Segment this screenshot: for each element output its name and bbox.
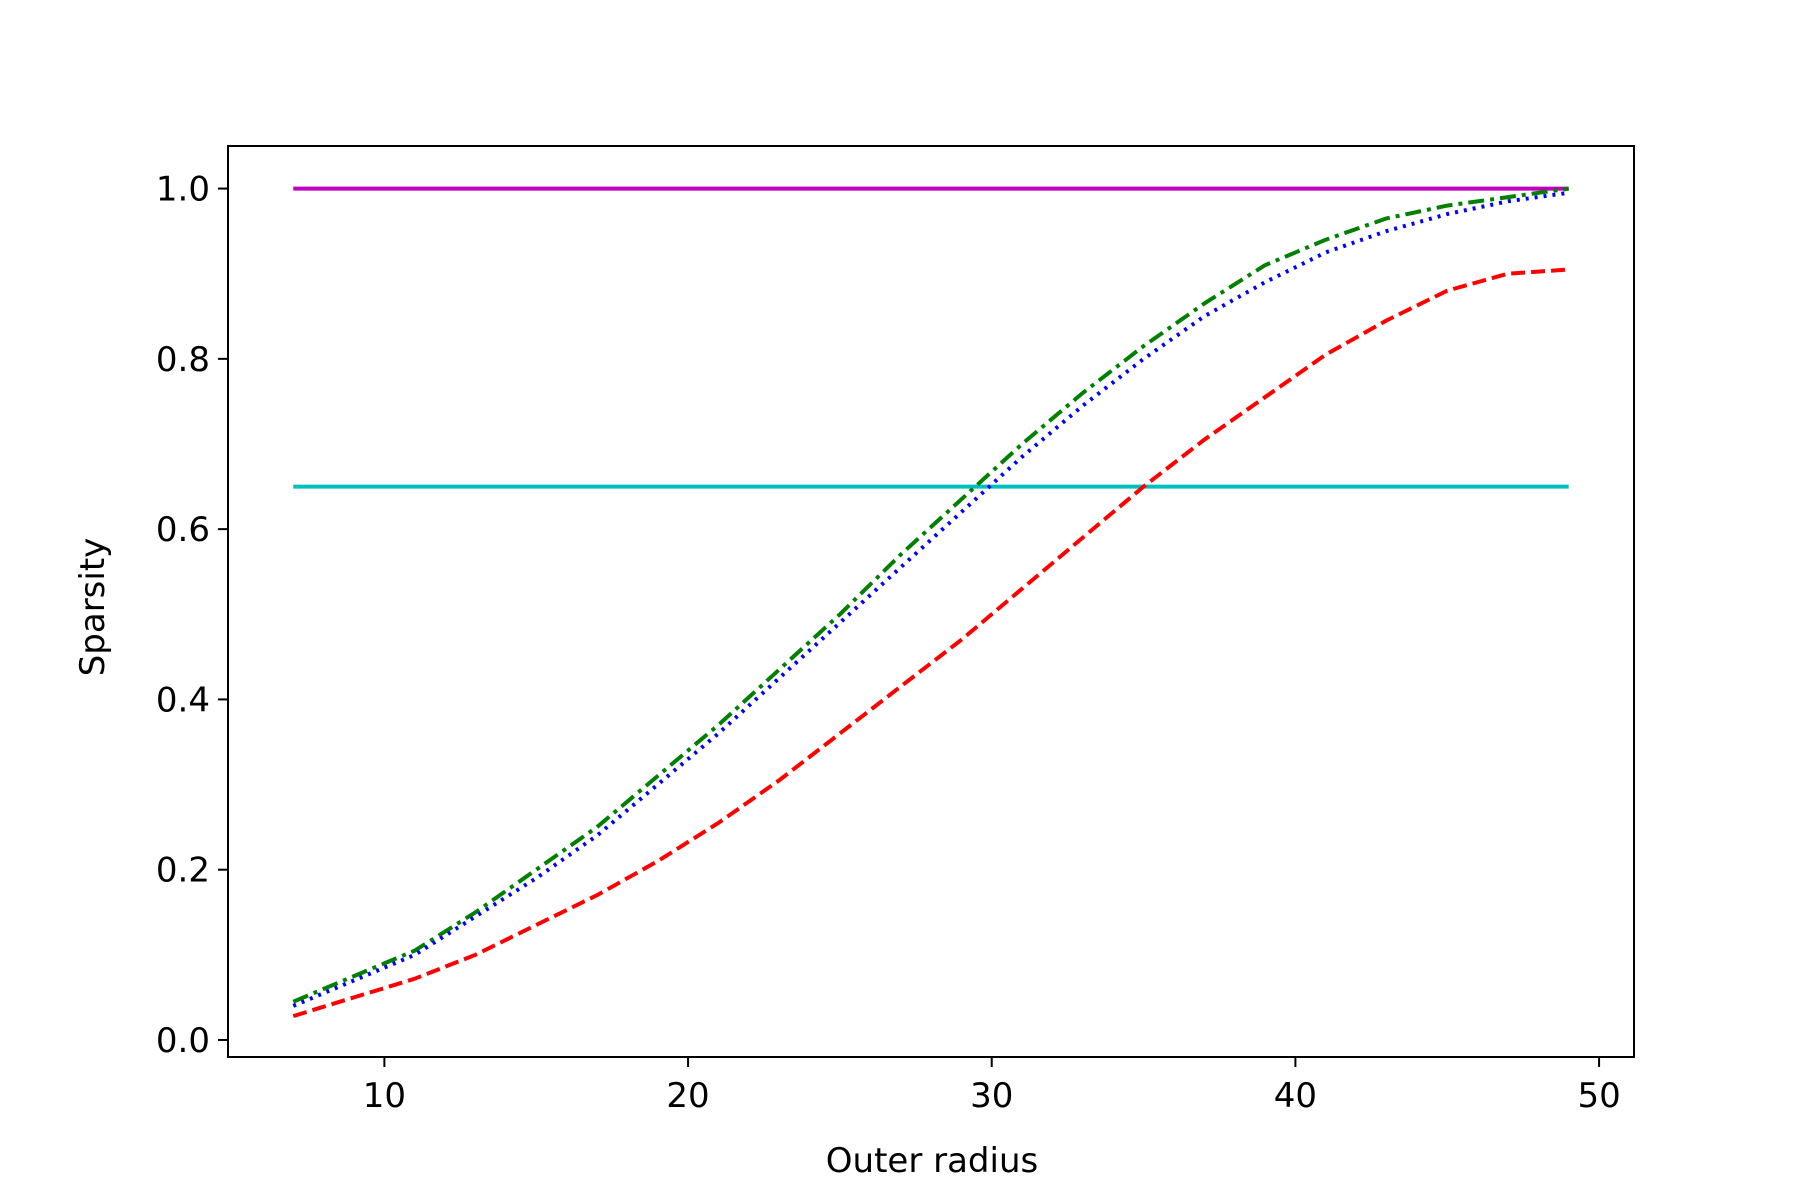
axes: 10 20 30 40 50 0.0 0.2 0.4 0.6 0.8 1.0 [156,145,1635,1116]
x-tick-label-10: 10 [363,1076,406,1116]
x-axis-label: Outer radius [826,1141,1038,1181]
y-tick-label-0.0: 0.0 [156,1021,210,1061]
y-tick-label-0.4: 0.4 [156,680,210,720]
series-line-3-dashdot [292,186,1569,1004]
plot-area [292,186,1569,1019]
y-tick-label-0.8: 0.8 [156,340,210,380]
x-tick-label-30: 30 [970,1076,1013,1116]
y-tick-label-0.2: 0.2 [156,851,210,891]
plot-frame [227,145,1635,1058]
x-tick-label-20: 20 [666,1076,709,1116]
y-axis-label: Sparsity [73,538,113,677]
x-tick-label-40: 40 [1274,1076,1317,1116]
series-line-5-dashed [292,267,1569,1019]
y-tick-label-1.0: 1.0 [156,170,210,210]
x-tick-label-50: 50 [1577,1076,1620,1116]
y-tick-label-0.6: 0.6 [156,510,210,550]
